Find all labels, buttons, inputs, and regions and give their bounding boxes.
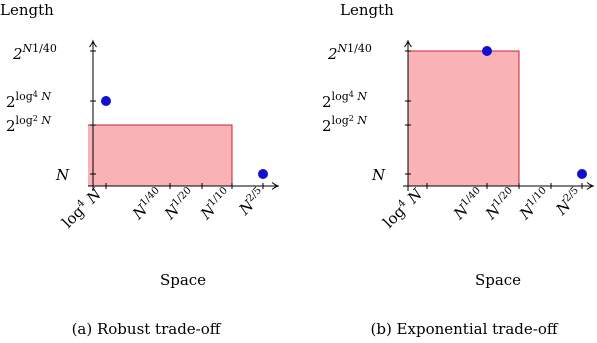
shaded-region [88, 125, 232, 186]
data-point [101, 96, 111, 106]
x-tick-labels-b: log4 N N1/40 N1/20 N1/10 N2/5 [379, 184, 585, 231]
ylabel-a: Length [0, 1, 54, 19]
data-point [577, 169, 587, 179]
points-a [101, 96, 268, 179]
x-axis-arrow-b [586, 182, 595, 190]
x-tick-label: log4 N [379, 184, 426, 231]
x-tick-labels-a: log4 N N1/40 N1/20 N1/10 N2/5 [58, 184, 268, 231]
x-tick-label: log4 N [58, 184, 105, 231]
y-tick-label: 2log4 N [6, 90, 51, 111]
chart-b: Length 2N1/40 2log4 N 2log2 N N log4 N N… [322, 1, 595, 338]
ticks-b [405, 50, 583, 189]
y-tick-label: 2N1/40 [12, 42, 57, 63]
y-axis-arrow-b [404, 39, 412, 48]
data-point [258, 169, 268, 179]
x-axis-arrow-a [271, 182, 280, 190]
y-tick-label: N [371, 166, 386, 184]
ticks-a [90, 50, 264, 189]
points-b [482, 46, 587, 179]
x-tick-label: N1/10 [196, 185, 235, 224]
y-tick-label: 2log2 N [6, 114, 51, 135]
region-b [408, 50, 520, 186]
y-tick-label: 2N1/40 [327, 42, 372, 63]
shaded-region [408, 51, 519, 186]
x-tick-label: N2/5 [235, 185, 269, 219]
y-axis-arrow-a [89, 39, 97, 48]
ylabel-b: Length [340, 1, 394, 19]
caption-b: (b) Exponential trade-off [370, 320, 558, 338]
data-point [482, 46, 492, 56]
x-tick-label: N2/5 [552, 185, 586, 219]
y-tick-label: N [55, 166, 70, 184]
x-tick-label: N1/20 [481, 185, 520, 224]
y-tick-labels-a: 2N1/40 2log4 N 2log2 N N [6, 42, 70, 184]
xlabel-b: Space [475, 271, 521, 289]
x-tick-label: N1/20 [160, 185, 199, 224]
xlabel-a: Space [160, 271, 206, 289]
y-tick-labels-b: 2N1/40 2log4 N 2log2 N N [322, 42, 386, 184]
x-tick-label: N1/10 [515, 185, 554, 224]
region-edge [408, 50, 520, 186]
y-tick-label: 2log2 N [322, 114, 367, 135]
x-tick-label: N1/40 [128, 185, 167, 224]
caption-a: (a) Robust trade-off [72, 320, 222, 338]
region-a [88, 124, 233, 186]
y-tick-label: 2log4 N [322, 90, 367, 111]
region-edge [88, 124, 233, 186]
x-tick-label: N1/40 [449, 185, 488, 224]
chart-a: Length 2N1/40 2log4 N 2log2 N N log4 N N… [0, 1, 280, 338]
